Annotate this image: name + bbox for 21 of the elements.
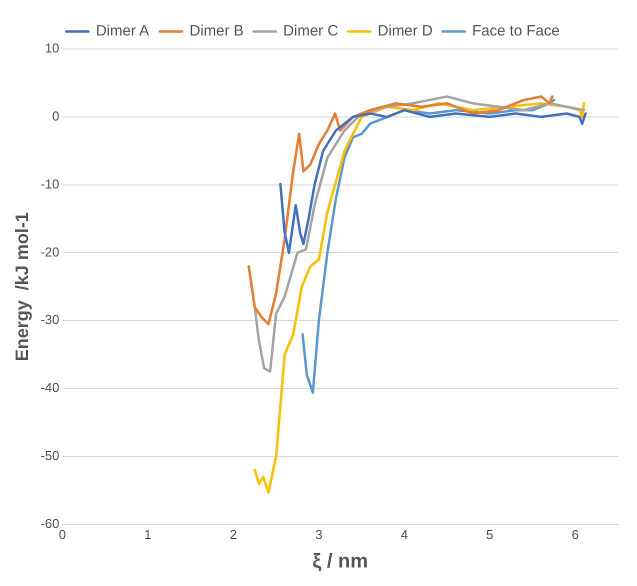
x-tick-label: 6 — [572, 526, 579, 542]
legend-label: Dimer B — [189, 22, 244, 40]
x-tick-label: 5 — [486, 526, 494, 542]
x-axis-title: ξ / nm — [312, 550, 368, 573]
legend-label: Dimer C — [283, 22, 338, 40]
y-tick-label: 0 — [52, 108, 60, 124]
x-tick-label: 2 — [230, 526, 237, 542]
legend-label: Dimer A — [96, 22, 150, 40]
y-tick-label: -40 — [40, 380, 60, 396]
y-tick-label: -50 — [40, 448, 60, 464]
y-tick-label: -30 — [40, 312, 60, 328]
y-tick-label: -10 — [40, 176, 60, 192]
x-tick-label: 4 — [400, 526, 408, 542]
y-tick-label: -60 — [40, 516, 60, 531]
y-axis-title: Energy /kJ mol-1 — [12, 212, 32, 362]
legend-label: Dimer D — [378, 22, 433, 40]
x-tick-label: 1 — [144, 526, 152, 542]
y-tick-label: -20 — [40, 244, 60, 260]
y-tick-label: 10 — [44, 40, 60, 56]
x-tick-label: 3 — [315, 526, 322, 542]
legend-label: Face to Face — [472, 22, 560, 40]
